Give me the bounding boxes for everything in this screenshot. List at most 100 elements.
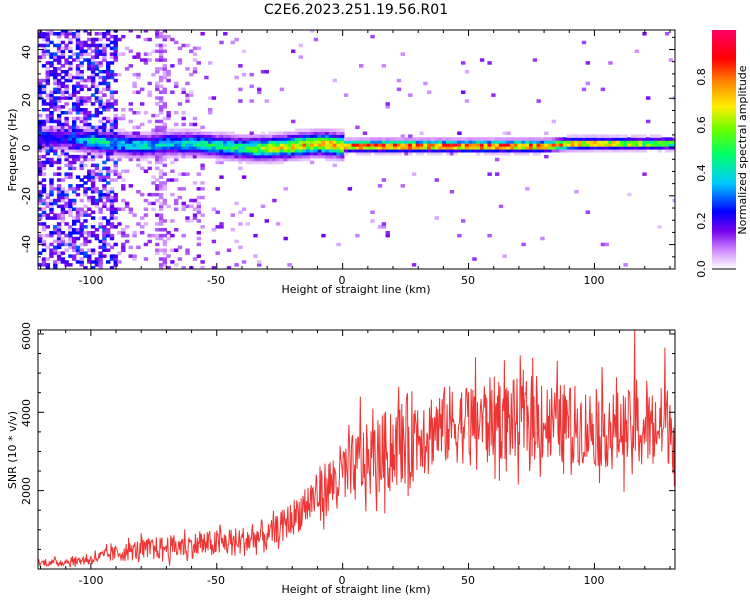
heatmap-cell <box>87 52 92 56</box>
heatmap-cell <box>544 131 549 135</box>
heatmap-cell <box>423 149 428 153</box>
heatmap-cell <box>279 140 285 144</box>
heatmap-cell <box>49 70 54 74</box>
heatmap-cell <box>208 131 213 135</box>
heatmap-cell <box>174 248 179 252</box>
heatmap-cell <box>272 160 277 165</box>
heatmap-cell <box>574 140 579 144</box>
heatmap-cell <box>551 146 556 150</box>
heatmap-cell <box>45 37 50 42</box>
heatmap-cell <box>90 175 96 179</box>
heatmap-cell <box>241 146 247 150</box>
heatmap-cell <box>143 52 149 56</box>
heatmap-cell <box>124 201 130 206</box>
heatmap-cell <box>291 151 296 156</box>
heatmap-cell <box>102 178 107 182</box>
heatmap-cell <box>215 160 220 165</box>
heatmap-cell <box>75 55 81 59</box>
heatmap-cell <box>147 166 152 171</box>
heatmap-cell <box>189 93 194 97</box>
heatmap-cell <box>136 137 141 141</box>
heatmap-cell <box>166 151 171 156</box>
heatmap-cell <box>72 75 77 80</box>
heatmap-cell <box>49 233 54 238</box>
heatmap-cell <box>578 134 583 138</box>
heatmap-cell <box>627 137 632 141</box>
heatmap-cell <box>272 157 277 162</box>
heatmap-cell <box>241 72 247 77</box>
heatmap-cell <box>98 75 103 80</box>
heatmap-cell <box>200 146 205 150</box>
heatmap-cell <box>106 242 111 247</box>
heatmap-cell <box>83 102 88 106</box>
heatmap-cell <box>223 157 228 162</box>
heatmap-cell <box>143 146 149 150</box>
heatmap-cell <box>106 169 111 173</box>
heatmap-cell <box>400 146 405 150</box>
heatmap-cell <box>593 137 598 141</box>
heatmap-cell <box>72 231 77 235</box>
heatmap-cell <box>60 251 66 255</box>
heatmap-cell <box>423 81 428 86</box>
heatmap-cell <box>132 81 137 86</box>
heatmap-cell <box>45 102 50 106</box>
heatmap-cell <box>53 81 58 86</box>
heatmap-cell <box>223 149 228 153</box>
heatmap-cell <box>211 151 217 156</box>
heatmap-cell <box>136 190 141 194</box>
heatmap-cell <box>155 248 160 252</box>
heatmap-cell <box>578 149 583 153</box>
heatmap-cell <box>117 231 122 235</box>
heatmap-cell <box>642 149 647 153</box>
heatmap-cell <box>162 140 167 144</box>
heatmap-cell <box>113 143 118 147</box>
heatmap-cell <box>158 228 164 232</box>
heatmap-cell <box>94 131 100 135</box>
heatmap-cell <box>45 157 50 162</box>
heatmap-cell <box>325 128 330 132</box>
heatmap-cell <box>332 134 337 138</box>
heatmap-cell <box>612 140 617 144</box>
heatmap-cell <box>634 134 640 138</box>
heatmap-cell <box>94 67 100 71</box>
heatmap-cell <box>87 213 92 217</box>
heatmap-cell <box>106 72 111 77</box>
heatmap-cell <box>113 254 118 258</box>
heatmap-cell <box>581 143 587 147</box>
heatmap-cell <box>457 233 462 238</box>
heatmap-cell <box>68 228 73 232</box>
heatmap-cell <box>230 146 235 150</box>
heatmap-cell <box>185 140 190 144</box>
heatmap-cell <box>79 52 84 56</box>
heatmap-cell <box>661 143 666 147</box>
heatmap-cell <box>121 207 126 211</box>
heatmap-cell <box>181 187 186 191</box>
heatmap-cell <box>306 154 311 159</box>
heatmap-cell <box>612 143 617 147</box>
heatmap-cell <box>83 266 88 269</box>
heatmap-cell <box>396 140 402 144</box>
heatmap-cell <box>532 143 538 147</box>
heatmap-cell <box>128 210 133 214</box>
heatmap-cell <box>87 137 92 141</box>
heatmap-cell <box>192 257 198 261</box>
heatmap-cell <box>472 140 477 144</box>
heatmap-cell <box>219 149 224 153</box>
heatmap-cell <box>306 137 311 141</box>
heatmap-cell <box>219 151 224 156</box>
heatmap-cell <box>581 149 587 153</box>
heatmap-cell <box>106 128 111 132</box>
heatmap-cell <box>72 116 77 121</box>
heatmap-cell <box>155 81 160 86</box>
heatmap-cell <box>106 198 111 203</box>
heatmap-cell <box>79 75 84 80</box>
heatmap-cell <box>400 140 405 144</box>
heatmap-cell <box>102 75 107 80</box>
heatmap-cell <box>536 137 541 141</box>
heatmap-cell <box>411 263 417 267</box>
x-tick-label: -100 <box>79 274 104 287</box>
heatmap-cell <box>166 236 171 241</box>
heatmap-cell <box>189 72 194 77</box>
heatmap-cell <box>151 143 156 147</box>
heatmap-cell <box>109 105 115 109</box>
